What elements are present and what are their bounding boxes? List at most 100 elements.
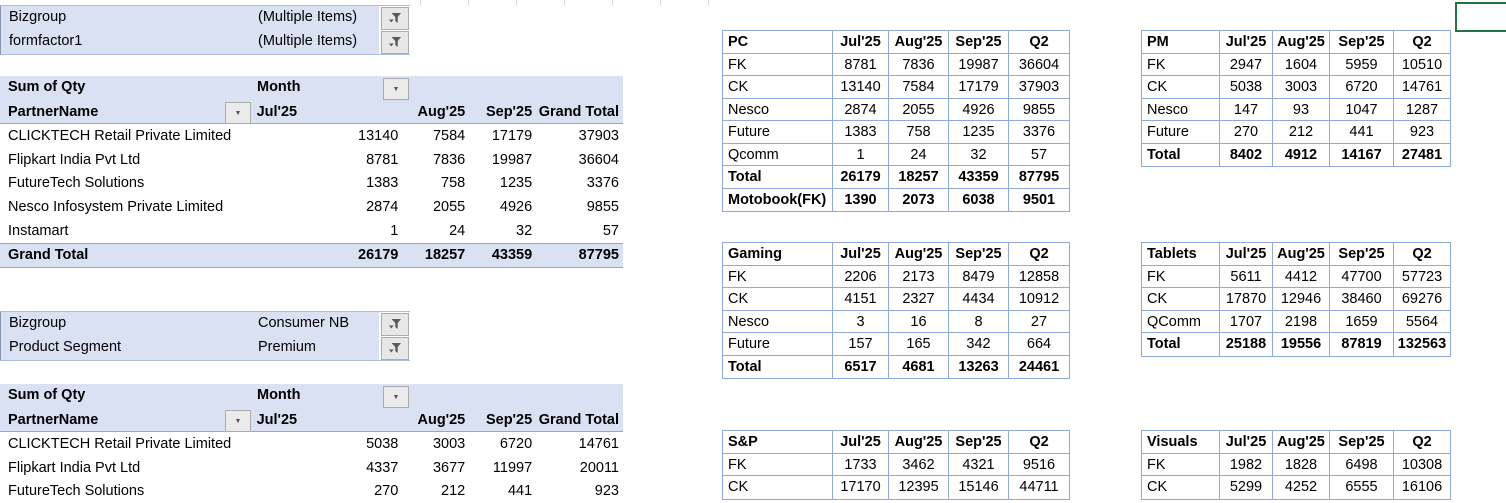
column-header[interactable]: Sep'25 [1330,243,1394,266]
value-cell[interactable]: 165 [889,333,949,356]
row-label[interactable]: CK [723,76,833,99]
row-label[interactable]: Qcomm [723,143,833,166]
column-header[interactable]: Aug'25 [889,431,949,454]
value-cell[interactable]: 5038 [1220,76,1273,99]
qty-value-cell[interactable]: 3376 [586,175,619,192]
row-label[interactable]: Total [1142,143,1220,166]
value-cell[interactable]: 4412 [1273,265,1330,288]
value-cell[interactable]: 923 [1394,121,1450,144]
qty-value-cell[interactable]: 11997 [492,459,533,476]
partner-name-cell[interactable]: Flipkart India Pvt Ltd [8,151,141,168]
value-cell[interactable]: 270 [1220,121,1273,144]
value-cell[interactable]: 5611 [1220,265,1273,288]
value-cell[interactable]: 157 [833,333,889,356]
qty-value-cell[interactable]: 2055 [432,199,466,216]
value-cell[interactable]: 14761 [1394,76,1450,99]
value-cell[interactable]: 10912 [1009,288,1069,311]
row-label[interactable]: FK [1142,265,1220,288]
row-label[interactable]: Future [723,333,833,356]
filter-funnel-button[interactable] [381,337,409,360]
value-cell[interactable]: 93 [1273,98,1330,121]
qty-value-cell[interactable]: 7836 [432,151,466,168]
value-cell[interactable]: 57 [1009,144,1069,166]
table-title[interactable]: Visuals [1142,431,1220,454]
row-label[interactable]: QComm [1142,310,1220,333]
value-cell[interactable]: 5564 [1394,311,1450,333]
filter-funnel-button[interactable] [381,7,409,30]
value-cell[interactable]: 4321 [949,453,1009,476]
qty-value-cell[interactable]: 4337 [366,459,399,476]
partner-name-cell[interactable]: Flipkart India Pvt Ltd [8,459,141,476]
value-cell[interactable]: 9855 [1009,99,1069,121]
row-label[interactable]: Nesco [723,310,833,333]
filter-field-value[interactable]: Premium [258,339,317,355]
value-cell[interactable]: 16 [889,310,949,333]
value-cell[interactable]: 2055 [889,98,949,121]
value-cell[interactable]: 15146 [949,476,1009,499]
value-cell[interactable]: 2073 [889,188,949,211]
qty-value-cell[interactable]: 87795 [578,247,619,264]
table-title[interactable]: PC [723,31,833,54]
pivot-column-header[interactable]: Jul'25 [256,411,298,428]
row-label[interactable]: Motobook(FK) [723,188,833,211]
value-cell[interactable]: 1604 [1273,53,1330,76]
qty-value-cell[interactable]: 37903 [578,127,619,144]
value-cell[interactable]: 16106 [1401,479,1443,495]
pivot-column-header[interactable]: Aug'25 [417,103,466,120]
column-header[interactable]: Sep'25 [949,31,1009,54]
value-cell[interactable]: 3 [833,310,889,333]
value-cell[interactable]: 43359 [949,166,1009,189]
value-cell[interactable]: 24461 [1018,358,1060,375]
value-cell[interactable]: 47700 [1330,265,1394,288]
column-header[interactable]: Q2 [1009,31,1069,54]
value-cell[interactable]: 1383 [833,121,889,144]
value-cell[interactable]: 6038 [949,188,1009,211]
value-cell[interactable]: 2947 [1220,53,1273,76]
qty-value-cell[interactable]: 1235 [499,175,533,192]
row-label[interactable]: FK [723,265,833,288]
value-cell[interactable]: 9501 [1022,191,1056,208]
qty-value-cell[interactable]: 9855 [586,199,619,216]
value-cell[interactable]: 7836 [889,53,949,76]
value-cell[interactable]: 4151 [833,288,889,311]
value-cell[interactable]: 26179 [833,166,889,189]
partnername-filter-dropdown-button[interactable]: ▼ [225,102,251,124]
value-cell[interactable]: 12858 [1009,266,1069,288]
value-cell[interactable]: 7584 [889,76,949,99]
row-label[interactable]: Nesco [723,98,833,121]
value-cell[interactable]: 3376 [1009,121,1069,144]
value-cell[interactable]: 14167 [1330,143,1394,166]
qty-value-cell[interactable]: 14761 [578,435,619,452]
column-header[interactable]: Jul'25 [833,243,889,266]
value-cell[interactable]: 8479 [949,265,1009,288]
qty-value-cell[interactable]: 8781 [366,151,399,168]
value-cell[interactable]: 6498 [1330,453,1394,476]
pivot-measure-label[interactable]: Sum of Qty [8,79,86,95]
value-cell[interactable]: 24 [889,143,949,166]
table-title[interactable]: Gaming [723,243,833,266]
pivot-column-header[interactable]: Jul'25 [256,103,298,120]
pivot-row-field-header[interactable]: PartnerName [0,104,255,120]
value-cell[interactable]: 441 [1330,121,1394,144]
value-cell[interactable]: 1828 [1273,453,1330,476]
value-cell[interactable]: 4252 [1273,476,1330,499]
qty-value-cell[interactable]: 7584 [432,127,466,144]
pivot-column-header[interactable]: Grand Total [538,411,619,428]
qty-value-cell[interactable]: 923 [594,483,619,500]
row-label[interactable]: Future [723,121,833,144]
value-cell[interactable]: 132563 [1397,336,1447,352]
qty-value-cell[interactable]: 20011 [579,459,619,476]
partner-name-cell[interactable]: FutureTech Solutions [8,175,145,192]
value-cell[interactable]: 27481 [1401,146,1443,163]
value-cell[interactable]: 2874 [833,98,889,121]
column-header[interactable]: Sep'25 [1330,431,1394,454]
partner-name-cell[interactable]: FutureTech Solutions [8,483,145,500]
active-cell-selection[interactable] [1455,2,1506,32]
column-header[interactable]: Q2 [1009,431,1069,454]
column-header[interactable]: Jul'25 [1220,431,1273,454]
qty-value-cell[interactable]: 4926 [499,199,533,216]
value-cell[interactable]: 147 [1220,98,1273,121]
qty-value-cell[interactable]: 3677 [432,459,466,476]
value-cell[interactable]: 1390 [833,188,889,211]
column-header[interactable]: Jul'25 [833,431,889,454]
